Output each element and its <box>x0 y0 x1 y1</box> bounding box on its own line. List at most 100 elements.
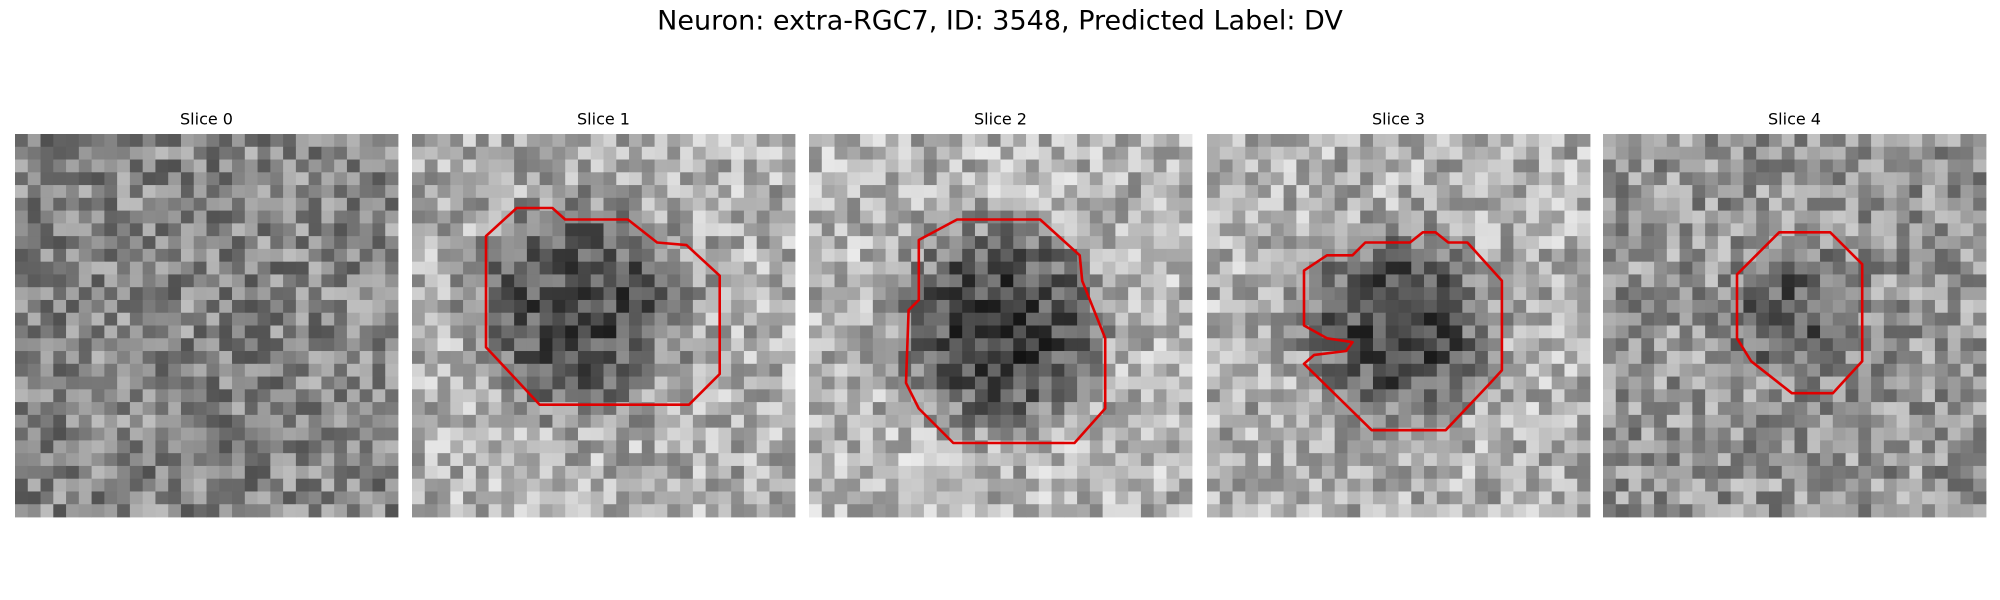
pixel <box>232 236 246 250</box>
pixel <box>680 172 694 186</box>
pixel <box>1858 197 1872 211</box>
pixel <box>1922 236 1936 250</box>
pixel <box>1896 325 1910 339</box>
pixel <box>155 248 169 263</box>
pixel <box>15 185 29 199</box>
pixel <box>104 504 118 518</box>
pixel <box>514 478 528 492</box>
pixel <box>40 338 54 352</box>
pixel <box>1436 338 1450 352</box>
pixel <box>1321 504 1336 518</box>
pixel <box>1475 414 1489 429</box>
pixel <box>1883 376 1898 390</box>
pixel <box>1845 402 1859 416</box>
pixel <box>809 261 823 275</box>
pixel <box>321 172 335 186</box>
pixel <box>1321 465 1336 480</box>
pixel <box>667 248 681 263</box>
pixel <box>885 299 899 314</box>
pixel <box>1500 223 1514 237</box>
pixel <box>667 414 681 429</box>
pixel <box>1436 453 1450 467</box>
pixel <box>1768 363 1783 377</box>
pixel <box>1564 440 1578 454</box>
pixel <box>680 414 694 429</box>
pixel <box>1717 465 1732 480</box>
pixel <box>1360 478 1374 492</box>
pixel <box>1398 465 1412 480</box>
pixel <box>1334 478 1348 492</box>
pixel <box>232 159 246 173</box>
pixel <box>78 172 92 186</box>
pixel <box>1321 338 1336 352</box>
pixel <box>962 351 976 365</box>
pixel <box>1628 287 1642 301</box>
pixel <box>1500 312 1514 326</box>
pixel <box>1026 402 1040 416</box>
pixel <box>872 236 886 250</box>
pixel <box>641 287 655 301</box>
pixel <box>936 491 950 505</box>
pixel <box>1615 351 1629 365</box>
pixel <box>1270 465 1284 480</box>
pixel <box>27 376 41 390</box>
pixel <box>270 338 284 352</box>
pixel <box>283 197 297 211</box>
pixel <box>603 261 617 275</box>
pixel <box>295 491 310 505</box>
pixel <box>1449 376 1463 390</box>
pixel <box>53 402 67 416</box>
pixel <box>1692 427 1706 441</box>
pixel <box>565 299 579 314</box>
pixel <box>1051 159 1065 173</box>
pixel <box>1077 338 1091 352</box>
pixel <box>180 312 195 326</box>
pixel <box>1692 210 1706 224</box>
pixel <box>821 478 835 492</box>
pixel <box>1922 440 1936 454</box>
pixel <box>743 172 758 186</box>
pixel <box>321 427 335 441</box>
pixel <box>577 376 592 390</box>
pixel <box>923 236 938 250</box>
pixel <box>193 261 207 275</box>
pixel <box>1334 453 1348 467</box>
pixel <box>1641 402 1655 416</box>
pixel <box>872 389 886 403</box>
pixel <box>680 185 694 199</box>
pixel <box>1666 197 1680 211</box>
pixel <box>526 363 541 377</box>
pixel <box>501 159 515 173</box>
pixel <box>616 197 630 211</box>
pixel <box>898 351 912 365</box>
pixel <box>1462 172 1476 186</box>
pixel <box>1730 453 1744 467</box>
pixel <box>15 478 29 492</box>
pixel <box>359 465 373 480</box>
pixel <box>1883 274 1898 288</box>
pixel <box>1153 248 1167 263</box>
pixel <box>27 248 41 263</box>
pixel <box>232 274 246 288</box>
pixel <box>1551 172 1565 186</box>
pixel <box>1960 223 1974 237</box>
pixel <box>1858 210 1872 224</box>
pixel <box>450 491 464 505</box>
pixel <box>1538 389 1553 403</box>
pixel <box>1258 274 1272 288</box>
pixel <box>1487 134 1502 148</box>
pixel <box>193 402 207 416</box>
pixel <box>782 414 796 429</box>
pixel <box>1077 325 1091 339</box>
pixel <box>1922 248 1936 263</box>
pixel <box>40 312 54 326</box>
pixel <box>1115 274 1129 288</box>
pixel <box>1153 351 1167 365</box>
pixel <box>1947 210 1961 224</box>
pixel <box>40 427 54 441</box>
pixel <box>1679 465 1693 480</box>
pixel <box>641 159 655 173</box>
pixel <box>1896 440 1910 454</box>
pixel <box>1219 338 1233 352</box>
pixel <box>641 453 655 467</box>
